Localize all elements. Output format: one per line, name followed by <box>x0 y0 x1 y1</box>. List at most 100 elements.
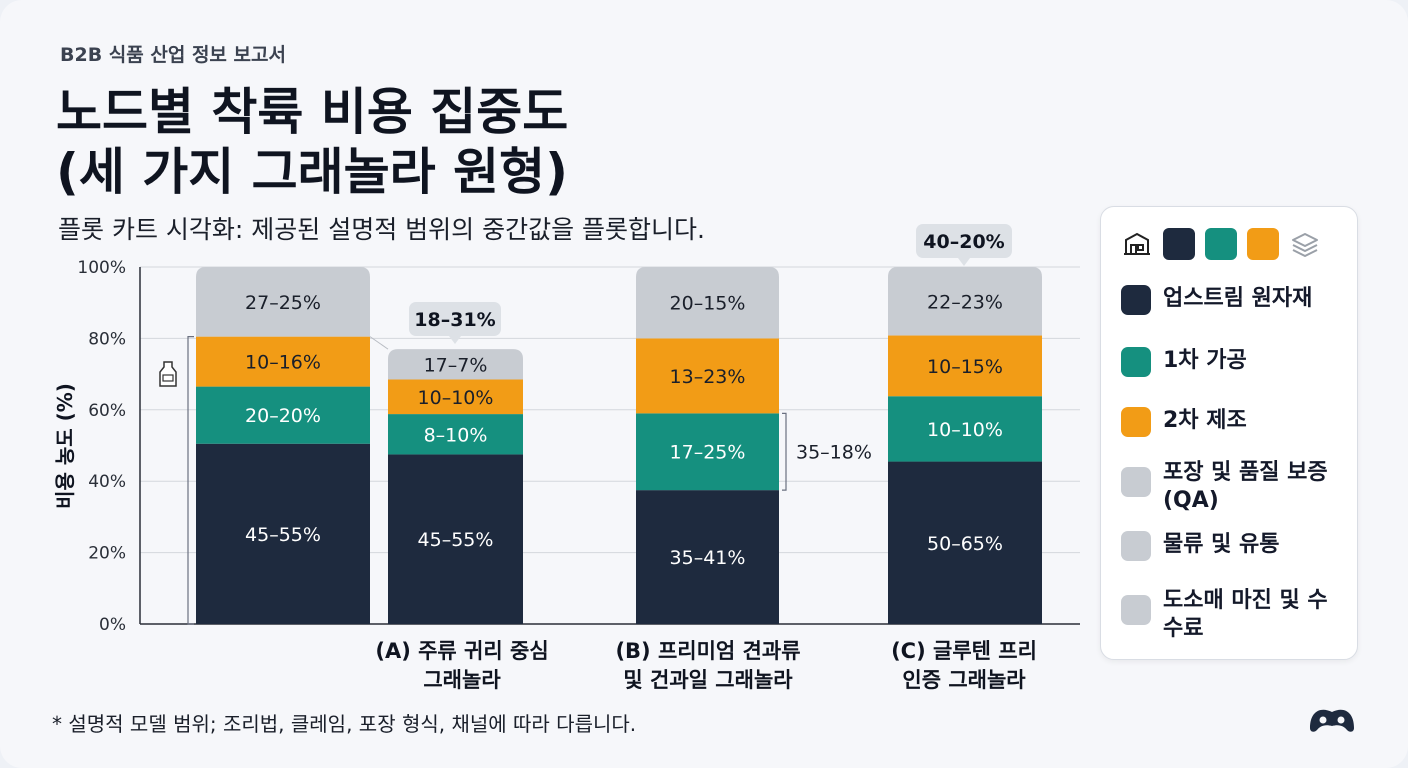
y-axis-title: 비용 농도 (%) <box>53 383 77 509</box>
chart-subtitle: 플롯 카트 시각화: 제공된 설명적 범위의 중간값을 플롯합니다. <box>58 215 705 244</box>
legend-item-upstream: 업스트림 원자재 <box>1121 285 1343 315</box>
legend-label: 1차 가공 <box>1163 348 1247 373</box>
warehouse-icon <box>1124 232 1150 255</box>
bar-segment <box>388 349 523 380</box>
category-label-line: 및 건과일 그래놀라 <box>623 668 793 692</box>
legend-item-secondary: 2차 제조 <box>1121 407 1343 437</box>
bottle-icon <box>159 361 177 387</box>
legend-panel: 업스트림 원자재 1차 가공 2차 제조 포장 및 품질 보증(QA) 물류 및… <box>1100 206 1358 660</box>
bar-group-baseline: 45–55% 20–20% 10–16% 27–25% <box>196 267 370 624</box>
bottle-outline <box>159 361 177 387</box>
data-label: 8–10% <box>424 424 488 446</box>
bracket-label: 35–18% <box>796 442 872 464</box>
legend-color-secondary <box>1121 407 1151 437</box>
brand-logo-icon <box>1310 709 1354 732</box>
y-tick-label: 20% <box>88 544 126 564</box>
connector-line <box>369 336 389 350</box>
legend-label: 2차 제조 <box>1163 408 1247 433</box>
bar-segment <box>636 490 779 624</box>
data-label: 17–25% <box>670 442 746 464</box>
data-label: 22–23% <box>927 291 1003 313</box>
bar-segment <box>196 267 370 337</box>
category-label-line: (C) 글루텐 프리 <box>891 639 1037 663</box>
title-line-1: 노드별 착륙 비용 집중도 <box>56 83 569 141</box>
legend-label: 업스트림 원자재 <box>1163 286 1313 311</box>
data-label: 27–25% <box>245 292 321 314</box>
layers-icon <box>1292 233 1318 257</box>
callout-bar-c: 40–20% <box>916 224 1012 266</box>
data-label: 45–55% <box>418 529 494 551</box>
legend-header <box>1121 227 1321 261</box>
y-tick-label: 100% <box>77 258 126 278</box>
data-label: 10–10% <box>927 419 1003 441</box>
category-label-line: (A) 주류 귀리 중심 <box>375 639 548 663</box>
data-label: 50–65% <box>927 533 1003 555</box>
data-label: 45–55% <box>245 524 321 546</box>
legend-label: 포장 및 품질 보증(QA) <box>1163 460 1328 513</box>
bar-segment <box>196 443 370 624</box>
bar-segment <box>196 386 370 444</box>
bar-segment <box>388 414 523 455</box>
bar-segment <box>888 267 1042 336</box>
category-label-line: 그래놀라 <box>423 668 501 692</box>
bar-segment <box>388 454 523 624</box>
bar-segment <box>636 338 779 414</box>
bar-segment <box>888 396 1042 462</box>
bracket-right <box>782 412 787 491</box>
bar-segment <box>636 413 779 491</box>
y-tick-label: 80% <box>88 329 126 349</box>
callout-label: 18–31% <box>414 309 495 331</box>
data-label: 10–15% <box>927 356 1003 378</box>
legend-label: 물류 및 유통 <box>1163 532 1280 557</box>
bar-segment <box>888 461 1042 624</box>
y-tick-label: 60% <box>88 401 126 421</box>
data-label: 13–23% <box>670 366 746 388</box>
legend-item-logistics: 물류 및 유통 <box>1121 531 1343 561</box>
legend-item-packaging: 포장 및 품질 보증(QA) <box>1121 459 1343 515</box>
page-title: 노드별 착륙 비용 집중도 (세 가지 그래놀라 원형) <box>56 82 956 202</box>
footnote: * 설명적 모델 범위; 조리법, 클레임, 포장 형식, 채널에 따라 다릅니… <box>52 712 637 736</box>
data-label: 17–7% <box>424 354 488 376</box>
bottle-label <box>162 374 174 382</box>
y-tick-label: 0% <box>99 615 126 635</box>
data-label: 20–20% <box>245 405 321 427</box>
category-label-line: (B) 프리미엄 견과류 <box>615 639 800 663</box>
legend-color-primary <box>1121 347 1151 377</box>
legend-item-primary: 1차 가공 <box>1121 347 1343 377</box>
report-eyebrow: B2B 식품 산업 정보 보고서 <box>60 44 286 66</box>
legend-swatch-teal <box>1205 228 1237 260</box>
legend-color-retail <box>1121 595 1151 625</box>
legend-swatch-orange <box>1247 228 1279 260</box>
callout-box <box>409 302 501 336</box>
bar-segment <box>636 267 779 339</box>
bar-segment <box>888 335 1042 397</box>
legend-color-upstream <box>1121 285 1151 315</box>
data-label: 10–16% <box>245 352 321 374</box>
callout-pointer <box>958 258 970 266</box>
callout-bar-a: 18–31% <box>409 302 501 344</box>
bar-segment <box>388 379 523 415</box>
legend-swatch-navy <box>1163 228 1195 260</box>
callout-label: 40–20% <box>923 231 1004 253</box>
data-label: 20–15% <box>670 293 746 315</box>
data-label: 35–41% <box>670 547 746 569</box>
title-line-2: (세 가지 그래놀라 원형) <box>56 143 568 201</box>
bar-segment <box>196 336 370 387</box>
data-label: 10–10% <box>418 387 494 409</box>
callout-pointer <box>449 336 461 344</box>
bracket-left <box>187 336 194 625</box>
legend-label: 도소매 마진 및 수수료 <box>1163 588 1328 641</box>
category-label-line: 인증 그래놀라 <box>902 668 1026 692</box>
callout-box <box>916 224 1012 258</box>
y-tick-label: 40% <box>88 472 126 492</box>
legend-color-packaging <box>1121 467 1151 497</box>
legend-item-retail: 도소매 마진 및 수수료 <box>1121 587 1343 643</box>
